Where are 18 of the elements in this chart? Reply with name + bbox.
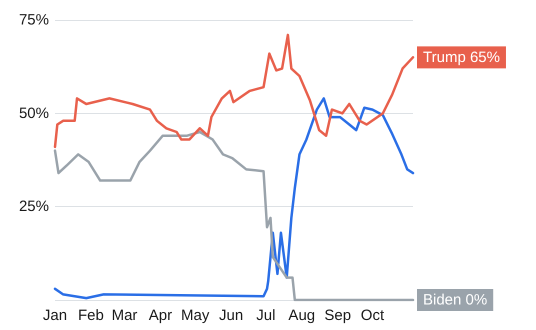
line-series <box>54 97 414 300</box>
y-tick-label: 50% <box>18 104 49 122</box>
y-tick-label: 25% <box>18 198 49 216</box>
x-tick-label: Sep <box>324 307 352 324</box>
x-tick-label: Jun <box>219 307 244 324</box>
x-tick-label: May <box>181 307 210 324</box>
annotation: Biden 0% <box>423 292 488 308</box>
x-tick-label: Oct <box>360 307 385 324</box>
x-tick-label: Apr <box>148 307 172 324</box>
line-series <box>54 34 414 148</box>
x-tick-label: Jul <box>256 307 276 324</box>
line-series <box>54 130 414 302</box>
x-tick-label: Jan <box>42 307 68 324</box>
x-tick-label: Aug <box>288 307 316 324</box>
x-tick-label: Feb <box>78 307 104 324</box>
annotation: Trump 65% <box>423 48 500 66</box>
y-tick-label: 75% <box>18 12 49 28</box>
x-tick-label: Mar <box>112 307 138 324</box>
